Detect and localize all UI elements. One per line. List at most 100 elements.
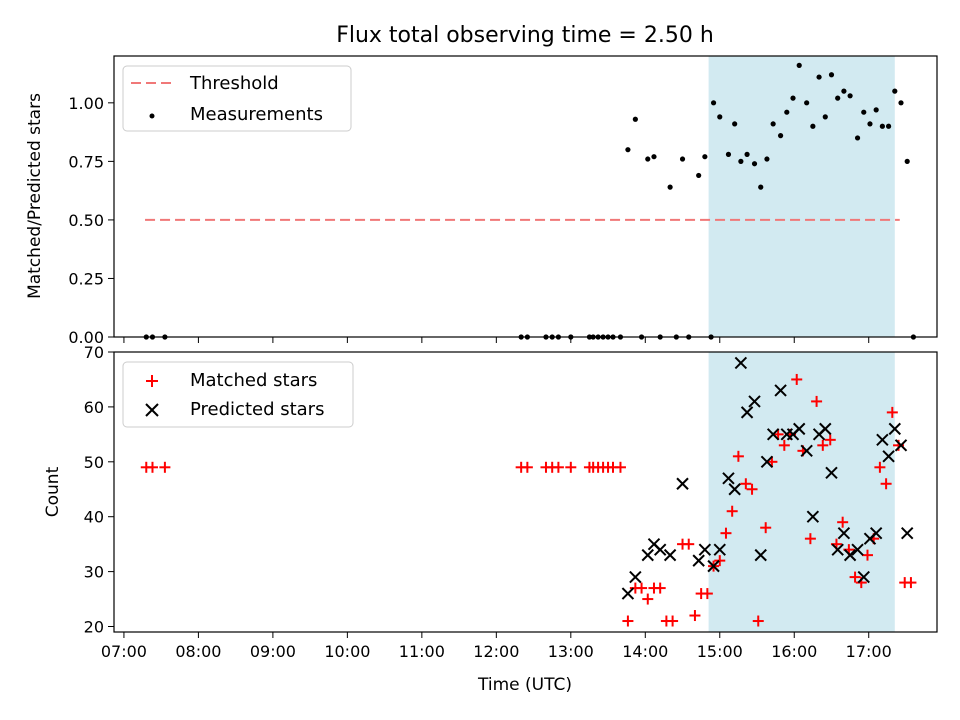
- matched-star-marker: [886, 406, 898, 418]
- predicted-marker-b: [728, 483, 741, 496]
- predicted-marker-b: [851, 543, 864, 556]
- legend-measurement-label: Measurements: [190, 104, 323, 125]
- predicted-marker-b: [766, 428, 780, 441]
- top-highlight-span: [708, 56, 895, 337]
- matched-star-marker: [614, 461, 626, 473]
- measurement-point: [632, 116, 638, 122]
- bottom-highlight-span: [708, 352, 895, 632]
- measurement-point: [717, 114, 723, 120]
- matched-star-marker: [654, 582, 666, 594]
- predicted-marker-b: [894, 439, 908, 452]
- measurement-point: [777, 133, 784, 139]
- measurement-point: [744, 151, 750, 157]
- predicted-star-marker: [800, 444, 813, 458]
- matched-star-marker: [760, 522, 772, 534]
- x-tick-label: 17:00: [846, 642, 892, 661]
- bottom-y-tick-label: 40: [84, 508, 104, 527]
- matched-star-marker: [622, 615, 634, 627]
- bottom-legend-box: [122, 361, 354, 428]
- matched-star-marker: [636, 582, 648, 594]
- predicted-star-marker: [760, 455, 774, 469]
- measurement-point: [885, 123, 892, 129]
- predicted-star-marker: [692, 554, 705, 567]
- matched-star-marker: [905, 577, 917, 589]
- predicted-star-marker: [806, 510, 820, 523]
- legend-matched-swatch: [146, 375, 158, 387]
- bottom-y-tick-label: 30: [84, 563, 104, 582]
- predicted-marker-b: [629, 570, 642, 584]
- top-y-tick-label: 0.00: [68, 328, 104, 347]
- predicted-star-marker: [722, 472, 735, 485]
- measurement-point: [828, 72, 835, 78]
- matched-star-marker: [740, 478, 752, 490]
- matched-star-marker: [746, 483, 758, 495]
- predicted-marker-b: [806, 510, 820, 523]
- measurement-point: [738, 158, 744, 164]
- predicted-marker-b: [888, 422, 902, 436]
- top-y-tick-label: 0.25: [68, 269, 104, 288]
- predicted-marker-b: [748, 395, 761, 408]
- top-axes-frame: [113, 55, 938, 338]
- predicted-star-marker: [728, 483, 741, 496]
- predicted-marker-b: [857, 570, 870, 584]
- x-tick-label: 10:00: [324, 642, 370, 661]
- predicted-star-marker: [663, 548, 677, 562]
- predicted-marker-b: [663, 548, 677, 562]
- measurement-point: [732, 121, 738, 127]
- legend-matched-label: Matched stars: [190, 370, 317, 391]
- top-y-tick-label: 0.75: [68, 152, 104, 171]
- matched-star-marker: [837, 516, 849, 528]
- predicted-marker-b: [621, 587, 635, 600]
- predicted-marker-b: [901, 526, 914, 540]
- measurement-point: [758, 184, 764, 190]
- measurement-point: [841, 88, 847, 94]
- predicted-marker-b: [740, 406, 754, 419]
- predicted-marker-b: [692, 554, 705, 567]
- predicted-star-marker: [698, 543, 712, 556]
- predicted-marker-b: [876, 433, 889, 447]
- measurement-point: [645, 156, 651, 162]
- bottom-y-tick-label: 70: [84, 343, 104, 362]
- x-tick-label: 11:00: [399, 642, 445, 661]
- predicted-star-marker: [894, 439, 908, 452]
- x-tick-label: 12:00: [473, 642, 519, 661]
- measurement-point: [710, 100, 717, 106]
- predicted-marker-b: [825, 466, 838, 479]
- predicted-star-marker: [876, 433, 889, 447]
- matched-star-marker: [667, 615, 679, 627]
- bottom-legend: Matched stars Predicted stars: [122, 361, 354, 428]
- matched-star-marker: [720, 527, 732, 539]
- matched-star-marker: [159, 461, 171, 473]
- measurement-point: [835, 95, 841, 101]
- predicted-star-marker: [621, 587, 635, 600]
- predicted-star-marker: [857, 570, 870, 584]
- top-panel: 0.00 0.25 0.50 0.75 1.00 Matched/Predicted s…: [25, 55, 938, 347]
- matched-star-marker: [880, 478, 892, 490]
- legend-measurement-swatch: [149, 113, 155, 119]
- bottom-axes-frame: [113, 351, 938, 633]
- figure-title: Flux total observing time = 2.50 h: [336, 23, 714, 48]
- bottom-x-ticks: 07:00 08:00 09:00 10:00 11:00 12:00 13:00 14:00…: [101, 632, 892, 661]
- matched-star-marker: [552, 461, 564, 473]
- predicted-star-marker: [843, 548, 857, 562]
- predicted-marker-b: [843, 548, 857, 562]
- predicted-star-marker: [819, 422, 832, 436]
- measurement-point: [892, 88, 898, 94]
- x-tick-label: 16:00: [771, 642, 817, 661]
- legend-predicted-swatch: [145, 403, 159, 417]
- predicted-star-marker: [774, 384, 787, 397]
- measurement-point: [822, 114, 828, 120]
- measurement-point: [847, 93, 853, 99]
- predicted-marker-b: [831, 543, 844, 556]
- measurement-point: [625, 147, 631, 153]
- legend-predicted-label: Predicted stars: [190, 399, 324, 420]
- measurement-point: [867, 121, 873, 127]
- measurement-point: [904, 158, 910, 164]
- predicted-marker-b: [707, 559, 720, 573]
- top-legend-box: [122, 65, 352, 132]
- top-y-tick-label: 0.50: [68, 211, 104, 230]
- predicted-marker-b: [653, 543, 667, 556]
- predicted-marker-b: [800, 444, 813, 458]
- top-y-tick-label: 1.00: [68, 94, 104, 113]
- x-tick-label: 08:00: [175, 642, 221, 661]
